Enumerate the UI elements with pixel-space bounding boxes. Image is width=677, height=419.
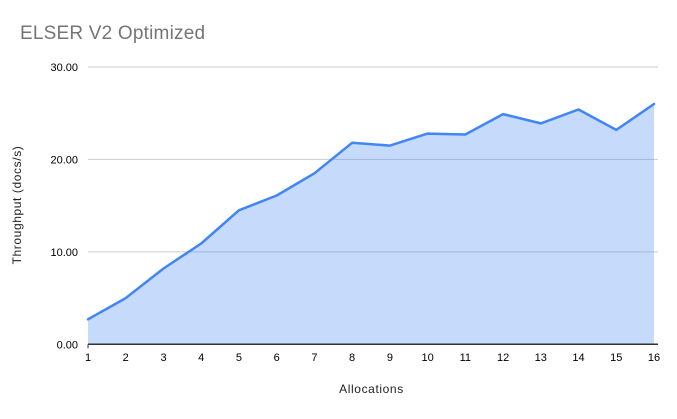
data-line xyxy=(86,102,656,321)
x-axis-title: Allocations xyxy=(339,382,404,396)
y-tick-label: 20.00 xyxy=(50,154,78,166)
x-tick-label: 5 xyxy=(236,352,242,364)
x-tick-label: 1 xyxy=(85,352,91,364)
y-tick-label: 0.00 xyxy=(57,339,78,351)
x-tick-label: 14 xyxy=(572,352,584,364)
x-tick-label: 2 xyxy=(123,352,129,364)
x-tick-label: 6 xyxy=(274,352,280,364)
x-tick-label: 7 xyxy=(311,352,317,364)
x-tick-label: 3 xyxy=(160,352,166,364)
x-tick-label: 16 xyxy=(648,352,660,364)
x-tick-label: 4 xyxy=(198,352,204,364)
y-axis-title: Throughput (docs/s) xyxy=(10,145,24,265)
y-tick-label: 10.00 xyxy=(50,247,78,259)
x-tick-label: 9 xyxy=(387,352,393,364)
x-tick-label: 11 xyxy=(460,352,471,364)
x-tick-label: 12 xyxy=(497,352,509,364)
chart-title: ELSER V2 Optimized xyxy=(20,23,206,44)
x-tick-label: 15 xyxy=(610,352,622,364)
x-tick-label: 10 xyxy=(421,352,433,364)
x-tick-label: 8 xyxy=(349,352,355,364)
y-tick-label: 30.00 xyxy=(50,62,78,74)
x-tick-label: 13 xyxy=(535,352,547,364)
area-fill xyxy=(88,104,654,345)
